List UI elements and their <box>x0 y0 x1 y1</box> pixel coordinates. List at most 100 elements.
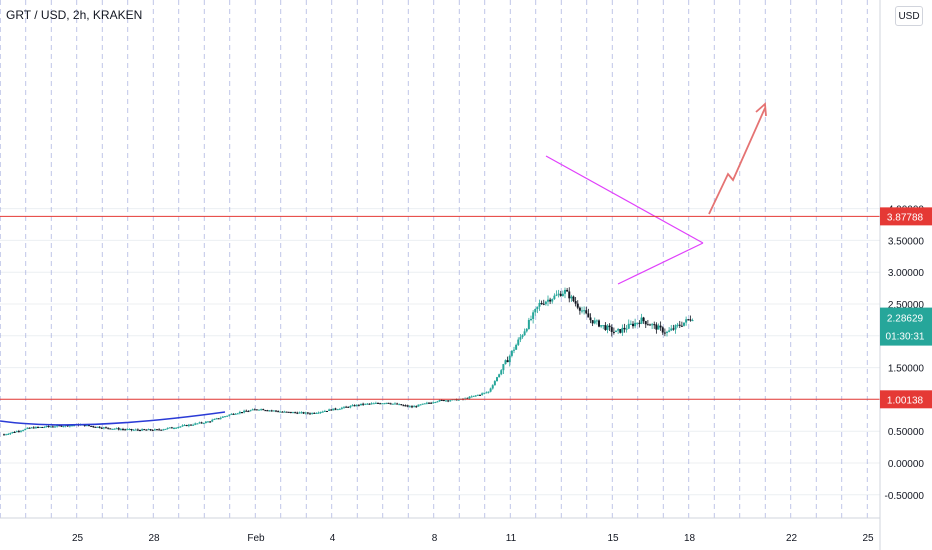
countdown-label: 01:30:31 <box>886 332 925 343</box>
candle-body <box>408 406 411 408</box>
projection-arrow <box>708 107 766 215</box>
candle-body <box>644 321 647 325</box>
candle-body <box>217 418 220 420</box>
candle-body <box>566 289 569 292</box>
candle-body <box>440 399 443 401</box>
currency-button[interactable]: USD <box>895 6 923 26</box>
candle-body <box>519 337 522 340</box>
candle-body <box>600 325 603 327</box>
candle-body <box>126 429 129 431</box>
candle-body <box>623 327 626 330</box>
candle-body <box>221 416 224 418</box>
candle-body <box>183 425 186 427</box>
candle-body <box>166 427 169 429</box>
candle-body <box>300 412 303 414</box>
candle-body <box>345 406 348 408</box>
candle-body <box>370 403 373 405</box>
candle-body <box>517 339 520 345</box>
candle-body <box>149 429 152 431</box>
candle-body <box>404 405 407 407</box>
candle-body <box>557 293 560 295</box>
candle-body <box>204 421 207 424</box>
candle-body <box>88 425 90 427</box>
candle-body <box>540 302 543 304</box>
candle-body <box>457 399 460 401</box>
candle-body <box>289 411 292 413</box>
candle-body <box>568 291 571 299</box>
candle-body <box>343 406 345 408</box>
candle-body <box>632 323 634 327</box>
candle-body <box>442 400 445 402</box>
candle-body <box>504 360 507 365</box>
candle-body <box>24 428 27 431</box>
price-axis[interactable]: 4.000003.500003.000002.500002.000001.500… <box>879 0 932 550</box>
candle-body <box>51 426 54 428</box>
x-tick-label: 15 <box>607 533 619 544</box>
candle-body <box>160 429 163 431</box>
candle-body <box>608 325 611 328</box>
chart-grid <box>0 0 880 518</box>
candle-body <box>219 417 222 419</box>
horizontal-levels <box>0 215 880 400</box>
candle-body <box>687 319 690 321</box>
candle-body <box>139 430 141 432</box>
candle-body <box>158 429 161 431</box>
candle-body <box>581 310 583 312</box>
candle-body <box>500 370 503 375</box>
candle-body <box>451 399 454 401</box>
triangle-upper-line <box>545 155 704 244</box>
candle-body <box>62 426 65 428</box>
candle-body <box>538 302 541 307</box>
candle-body <box>515 344 518 350</box>
x-tick-label: 25 <box>862 533 874 544</box>
candle-body <box>413 406 416 408</box>
candle-body <box>691 320 694 322</box>
candle-body <box>45 426 48 428</box>
candle-body <box>559 293 562 297</box>
candle-body <box>385 402 388 404</box>
candle-body <box>168 427 171 429</box>
candle-body <box>56 425 59 427</box>
time-axis[interactable]: 25 28 Feb 4 8 11 15 18 22 25 <box>0 517 880 544</box>
candle-body <box>100 427 103 429</box>
candle-body <box>170 427 173 429</box>
candle-body <box>115 428 118 430</box>
candle-body <box>570 296 573 299</box>
candle-body <box>576 303 579 308</box>
candle-body <box>485 392 488 394</box>
y-tick-label: -0.50000 <box>885 491 925 502</box>
x-tick-label: 18 <box>684 533 696 544</box>
candle-body <box>187 424 190 427</box>
candle-body <box>680 325 683 327</box>
candle-body <box>351 405 354 407</box>
triangle-lower-line <box>617 242 704 285</box>
candle-body <box>251 409 254 411</box>
candle-body <box>587 313 590 318</box>
candle-body <box>615 330 617 332</box>
candle-body <box>173 427 175 429</box>
candle-body <box>438 399 441 402</box>
candle-body <box>109 428 112 430</box>
candle-body <box>389 403 392 405</box>
candle-body <box>200 422 203 424</box>
candle-body <box>332 408 335 411</box>
candle-body <box>574 301 577 304</box>
candle-body <box>542 303 545 305</box>
candle-body <box>468 396 471 399</box>
candle-body <box>241 412 243 414</box>
candle-body <box>9 432 12 434</box>
candle-body <box>177 426 180 428</box>
candle-body <box>419 404 422 406</box>
candle-body <box>340 407 343 409</box>
candle-body <box>255 409 258 411</box>
candle-body <box>268 410 271 412</box>
candle-body <box>374 402 377 404</box>
candle-body <box>41 426 44 428</box>
rounding-curve <box>0 411 226 426</box>
candle-body <box>153 429 156 431</box>
candle-body <box>366 403 369 405</box>
candle-body <box>672 328 675 330</box>
candle-body <box>147 429 150 431</box>
candle-body <box>334 408 337 410</box>
